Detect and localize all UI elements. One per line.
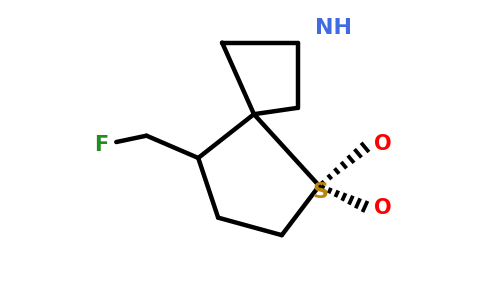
- Text: S: S: [313, 182, 329, 202]
- Text: F: F: [94, 135, 108, 155]
- Text: NH: NH: [315, 18, 352, 38]
- Text: O: O: [374, 198, 392, 218]
- Text: O: O: [374, 134, 392, 154]
